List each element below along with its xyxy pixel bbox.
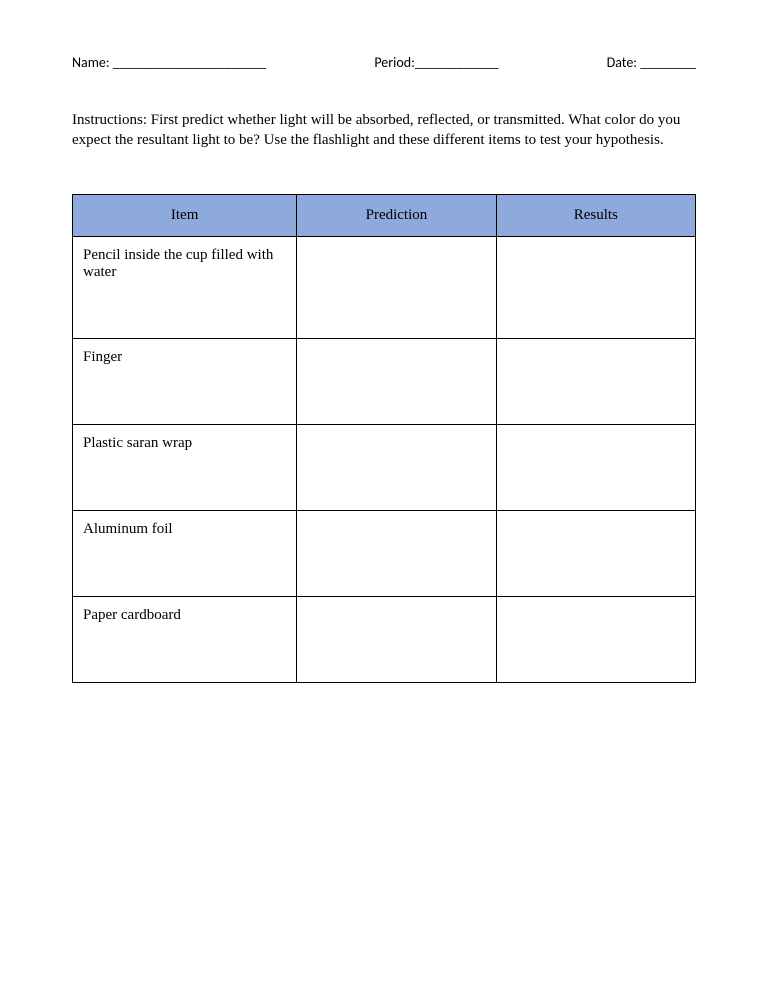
item-cell: Aluminum foil	[73, 511, 297, 597]
prediction-cell	[297, 425, 496, 511]
table-body: Pencil inside the cup filled with waterF…	[73, 237, 696, 683]
prediction-cell	[297, 237, 496, 339]
results-cell	[496, 237, 695, 339]
period-field: Period:____________	[374, 54, 498, 71]
instructions-paragraph: Instructions: First predict whether ligh…	[72, 111, 696, 150]
results-cell	[496, 511, 695, 597]
results-cell	[496, 339, 695, 425]
name-field: Name: ______________________	[72, 54, 266, 71]
table-row: Aluminum foil	[73, 511, 696, 597]
item-cell: Paper cardboard	[73, 597, 297, 683]
column-header-results: Results	[496, 195, 695, 237]
column-header-item: Item	[73, 195, 297, 237]
item-cell: Finger	[73, 339, 297, 425]
prediction-cell	[297, 339, 496, 425]
table-row: Pencil inside the cup filled with water	[73, 237, 696, 339]
item-cell: Pencil inside the cup filled with water	[73, 237, 297, 339]
worksheet-table: Item Prediction Results Pencil inside th…	[72, 194, 696, 683]
header-row: Name: ______________________ Period:____…	[72, 54, 696, 71]
prediction-cell	[297, 511, 496, 597]
prediction-cell	[297, 597, 496, 683]
date-field: Date: ________	[607, 54, 696, 71]
results-cell	[496, 597, 695, 683]
table-header-row: Item Prediction Results	[73, 195, 696, 237]
column-header-prediction: Prediction	[297, 195, 496, 237]
results-cell	[496, 425, 695, 511]
item-cell: Plastic saran wrap	[73, 425, 297, 511]
table-row: Paper cardboard	[73, 597, 696, 683]
table-row: Finger	[73, 339, 696, 425]
table-row: Plastic saran wrap	[73, 425, 696, 511]
